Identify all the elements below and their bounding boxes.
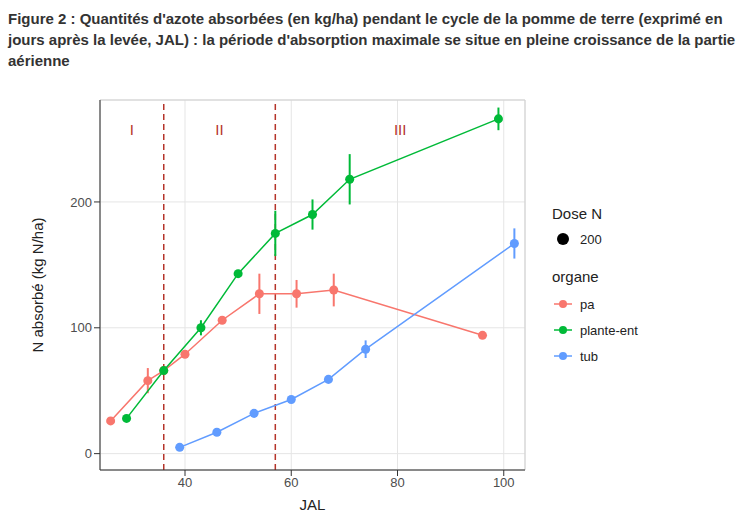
- svg-text:100: 100: [493, 475, 515, 490]
- svg-text:0: 0: [85, 446, 92, 461]
- svg-text:N absorbé (kg N/ha): N absorbé (kg N/ha): [29, 217, 46, 352]
- html-text:Dose N: Dose N: [552, 205, 602, 222]
- svg-text:200: 200: [70, 195, 92, 210]
- html-text:pa: pa: [580, 296, 595, 312]
- svg-text:100: 100: [70, 320, 92, 335]
- html-text:Figure 2 : Quantités d'azote a: Figure 2 : Quantités d'azote absorbées (…: [8, 10, 736, 69]
- html-text:organe: organe: [552, 268, 599, 285]
- svg-text:III: III: [394, 121, 407, 138]
- svg-text:80: 80: [390, 475, 404, 490]
- svg-text:60: 60: [284, 475, 298, 490]
- html-text:plante-ent: plante-ent: [580, 322, 638, 338]
- svg-text:40: 40: [178, 475, 192, 490]
- svg-text:JAL: JAL: [300, 496, 326, 513]
- html-text:200: 200: [580, 231, 602, 247]
- svg-text:I: I: [130, 121, 134, 138]
- html-text:tub: tub: [580, 348, 599, 364]
- svg-text:II: II: [215, 121, 223, 138]
